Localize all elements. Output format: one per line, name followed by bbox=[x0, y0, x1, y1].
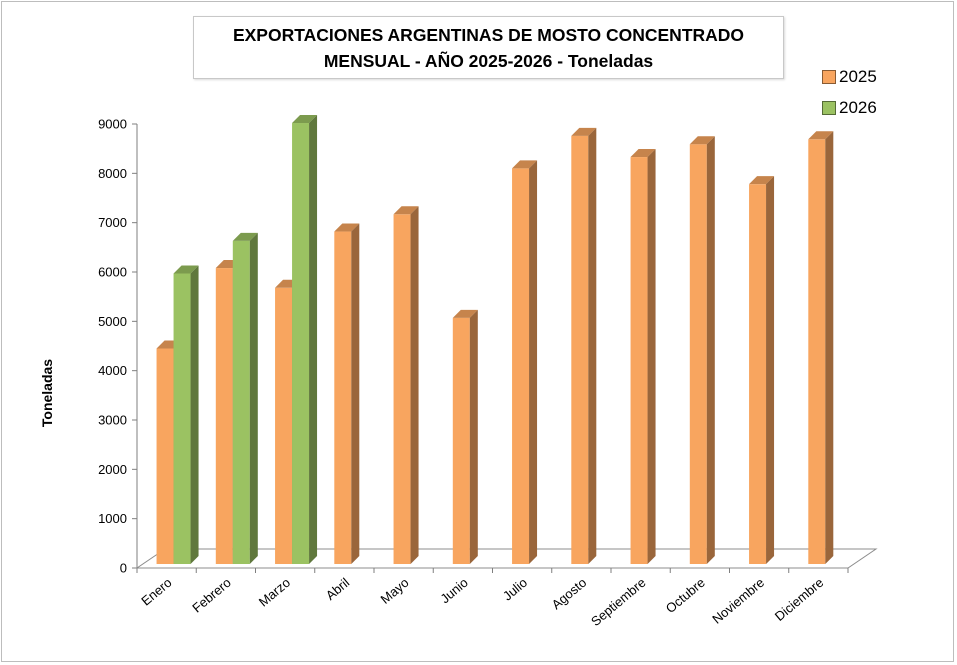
bar-front bbox=[275, 287, 293, 564]
bar-front bbox=[689, 144, 707, 564]
y-tick-label: 3000 bbox=[98, 413, 127, 428]
x-tick-label: Febrero bbox=[189, 575, 234, 616]
x-tick-label: Junio bbox=[437, 575, 470, 606]
y-tick-label: 0 bbox=[120, 561, 127, 576]
bar-front bbox=[393, 214, 411, 564]
y-axis-label: Toneladas bbox=[39, 358, 55, 428]
bar-2025-octubre bbox=[689, 136, 715, 564]
bar-side bbox=[309, 115, 318, 564]
bar-2025-diciembre bbox=[808, 131, 834, 564]
legend-swatch-2025 bbox=[822, 69, 836, 84]
y-tick-label: 9000 bbox=[98, 117, 127, 132]
bar-2025-junio bbox=[452, 309, 478, 564]
bar-front bbox=[156, 348, 174, 564]
bar-side bbox=[351, 223, 360, 564]
chart-title-line-2: MENSUAL - AÑO 2025-2026 - Toneladas bbox=[323, 50, 654, 71]
bar-front bbox=[630, 157, 648, 564]
bar-top bbox=[292, 115, 318, 124]
legend-item-2025: 2025 bbox=[822, 61, 877, 92]
bar-2025-septiembre bbox=[630, 149, 656, 564]
x-tick-label: Abril bbox=[323, 575, 353, 603]
bar-top bbox=[393, 206, 419, 215]
bar-front bbox=[173, 273, 191, 564]
x-tick-label: Diciembre bbox=[772, 575, 826, 624]
bar-2026-enero bbox=[173, 265, 199, 564]
bar-side bbox=[190, 265, 199, 564]
bar-front bbox=[749, 184, 767, 565]
x-tick-label: Enero bbox=[138, 575, 174, 609]
bar-top bbox=[630, 149, 656, 158]
bar-side bbox=[469, 309, 478, 564]
y-tick-label: 1000 bbox=[98, 511, 127, 526]
x-tick-label: Julio bbox=[500, 575, 530, 604]
bar-top bbox=[232, 232, 258, 241]
bar-side bbox=[706, 136, 715, 564]
chart-legend: 2025 2026 bbox=[822, 61, 877, 123]
bar-top bbox=[334, 223, 360, 232]
y-tick-label: 5000 bbox=[98, 314, 127, 329]
bar-front bbox=[232, 240, 250, 565]
bar-top bbox=[808, 131, 834, 140]
legend-label-2025: 2025 bbox=[839, 66, 877, 86]
x-tick-label: Septiembre bbox=[588, 575, 649, 629]
y-tick-label: 4000 bbox=[98, 363, 127, 378]
y-tick-label: 6000 bbox=[98, 265, 127, 280]
bar-top bbox=[749, 176, 775, 185]
y-tick-label: 2000 bbox=[98, 462, 127, 477]
bar-top bbox=[571, 127, 597, 136]
bar-top bbox=[173, 265, 199, 274]
chart-title-line-1: EXPORTACIONES ARGENTINAS DE MOSTO CONCEN… bbox=[232, 24, 745, 45]
bar-side bbox=[529, 160, 538, 564]
x-tick-label: Agosto bbox=[549, 575, 590, 613]
bar-2025-abril bbox=[334, 223, 360, 564]
x-tick-label: Mayo bbox=[378, 575, 412, 607]
bar-top bbox=[689, 136, 715, 145]
bar-front bbox=[571, 135, 589, 564]
bar-front bbox=[808, 139, 826, 564]
legend-item-2026: 2026 bbox=[822, 92, 877, 123]
bar-2026-febrero bbox=[232, 232, 258, 565]
y-tick-label: 7000 bbox=[98, 215, 127, 230]
x-tick-label: Marzo bbox=[256, 575, 293, 610]
chart-title: EXPORTACIONES ARGENTINAS DE MOSTO CONCEN… bbox=[193, 16, 784, 79]
bar-2025-julio bbox=[512, 160, 538, 564]
bar-front bbox=[292, 123, 310, 564]
bar-front bbox=[215, 268, 233, 564]
bar-2026-marzo bbox=[292, 115, 318, 564]
bar-top bbox=[452, 309, 478, 318]
bar-top bbox=[512, 160, 538, 169]
bar-side bbox=[410, 206, 419, 564]
x-tick-label: Noviembre bbox=[709, 575, 767, 627]
y-tick-label: 8000 bbox=[98, 166, 127, 181]
bar-2025-agosto bbox=[571, 127, 597, 564]
legend-label-2026: 2026 bbox=[839, 97, 877, 117]
bar-front bbox=[512, 168, 530, 564]
bar-side bbox=[766, 176, 775, 565]
bar-front bbox=[452, 317, 470, 564]
bar-side bbox=[825, 131, 834, 564]
bar-side bbox=[249, 232, 258, 565]
bar-2025-noviembre bbox=[749, 176, 775, 565]
bar-side bbox=[647, 149, 656, 564]
bar-side bbox=[588, 127, 597, 564]
legend-swatch-2026 bbox=[822, 100, 836, 115]
x-tick-label: Octubre bbox=[663, 575, 708, 616]
bar-2025-mayo bbox=[393, 206, 419, 564]
bar-front bbox=[334, 231, 352, 564]
